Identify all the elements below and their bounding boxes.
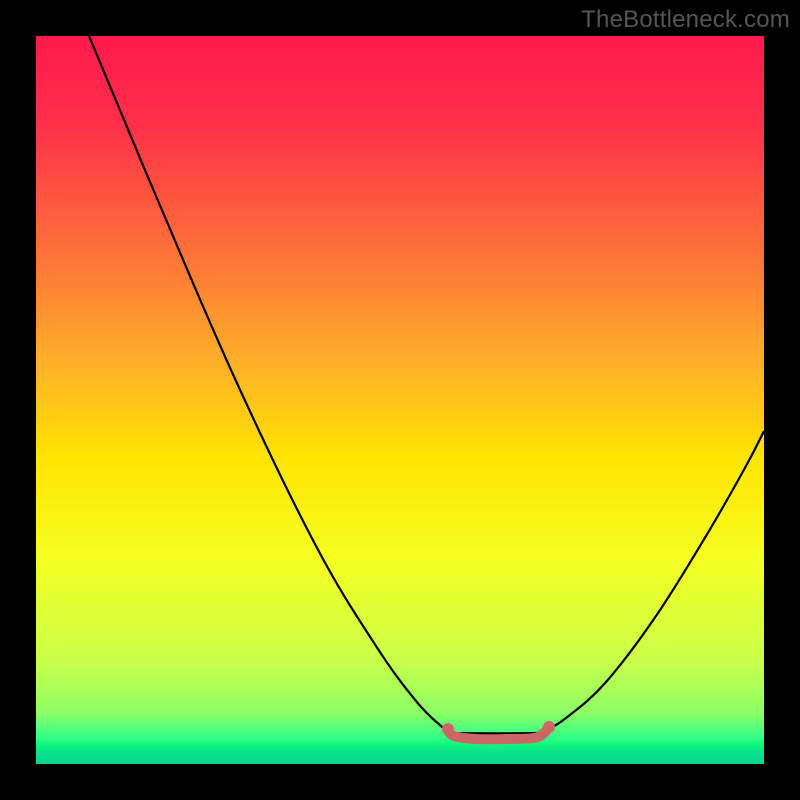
watermark-text: TheBottleneck.com (581, 6, 790, 34)
plot-svg (36, 36, 764, 764)
gradient-background (36, 36, 764, 764)
valley-endpoint-marker (442, 723, 454, 735)
plot-area (36, 36, 764, 764)
chart-canvas: TheBottleneck.com (0, 0, 800, 800)
valley-endpoint-marker (543, 721, 555, 733)
